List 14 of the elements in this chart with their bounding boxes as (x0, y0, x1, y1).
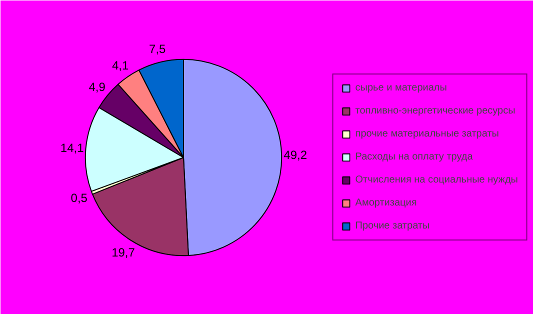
data-label: 7,5 (149, 42, 166, 56)
data-label: 49,2 (284, 148, 308, 162)
legend-label: прочие материальные затраты (355, 128, 499, 140)
legend-label: топливно-энергетические ресурсы (355, 106, 516, 116)
legend-label: Расходы на оплату труда (355, 152, 473, 162)
legend-label: Отчисления на социальные нужды (355, 174, 518, 186)
data-label: 19,7 (112, 245, 136, 260)
legend-label: сырье и материалы (355, 82, 447, 94)
data-label: 4,9 (88, 80, 106, 94)
data-label: 14,1 (60, 140, 84, 155)
legend-label: Амортизация (355, 198, 417, 208)
data-label: 0,5 (70, 191, 88, 206)
legend-label: Прочие затраты (355, 220, 430, 232)
data-label: 4,1 (112, 58, 129, 73)
